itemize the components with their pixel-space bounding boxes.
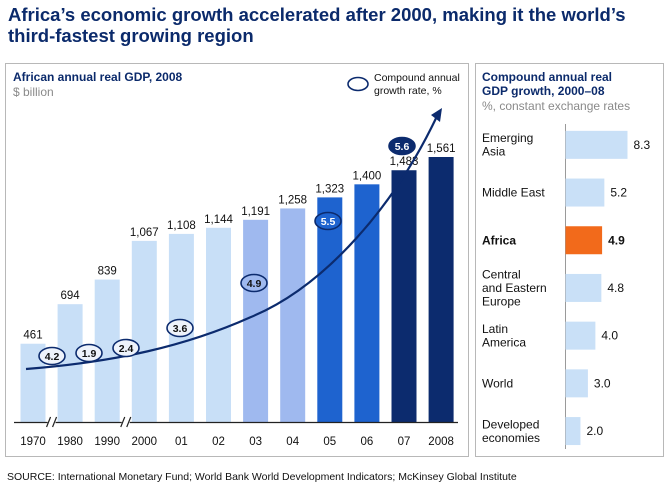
bar-value-label: 1,108 xyxy=(167,220,196,232)
bar-05 xyxy=(317,197,343,422)
growth-rate-label: 5.6 xyxy=(395,141,410,153)
growth-rate-label: 1.9 xyxy=(82,348,97,360)
gdp-chart: 461 1970 694 1980 839 1990 1,067 2000 1,108 01 1,1… xyxy=(14,72,460,448)
growth-rate-oval xyxy=(75,343,103,363)
category-label: Middle East xyxy=(482,186,545,200)
legend-label-line-2: growth rate, % xyxy=(374,85,442,97)
growth-chart-title-line-1: Compound annual real xyxy=(482,70,613,84)
gdp-chart-panel: African annual real GDP, 2008 $ billion … xyxy=(5,63,469,457)
growth-rate-label: 4.2 xyxy=(45,351,60,363)
x-tick-label: 03 xyxy=(249,436,262,448)
bar-value-label: 694 xyxy=(61,290,81,302)
growth-chart-title-line-2: GDP growth, 2000–08 xyxy=(482,84,605,98)
category-label: Africa xyxy=(482,233,516,247)
growth-chart-panel: Compound annual real GDP growth, 2000–08… xyxy=(475,63,664,457)
x-tick-label: 05 xyxy=(323,436,336,448)
category-label: Latin xyxy=(482,322,508,336)
bar-02 xyxy=(206,227,231,422)
axis-break-gap xyxy=(121,418,130,426)
growth-rate-oval xyxy=(38,346,66,366)
growth-rate-oval xyxy=(166,318,194,338)
bar-middle-east xyxy=(565,178,605,207)
x-tick-label: 2008 xyxy=(428,436,454,448)
x-tick-label: 07 xyxy=(398,436,411,448)
x-tick-label: 01 xyxy=(175,436,188,448)
axis-break-mark xyxy=(120,416,126,428)
growth-chart-title: Compound annual real GDP growth, 2000–08 xyxy=(482,70,612,98)
bar-value-label: 4.9 xyxy=(608,233,625,247)
category-label: Asia xyxy=(482,145,506,159)
bar-value-label: 1,400 xyxy=(353,170,382,182)
bar-latin-america xyxy=(565,321,596,350)
bar-value-label: 5.2 xyxy=(610,186,627,200)
headline-line-1: Africa’s economic growth accelerated aft… xyxy=(8,4,626,25)
category-label: and Eastern xyxy=(482,281,547,295)
axis-break-mark xyxy=(45,416,52,428)
bar-central-and-eastern-europe xyxy=(565,273,602,302)
growth-chart-subtitle: %, constant exchange rates xyxy=(482,99,631,113)
x-tick-label: 06 xyxy=(361,436,374,448)
category-label: Europe xyxy=(482,294,521,308)
bar-value-label: 1,144 xyxy=(204,214,233,226)
headline: Africa’s economic growth accelerated aft… xyxy=(8,4,658,46)
category-label: economies xyxy=(482,431,540,445)
bar-value-label: 3.0 xyxy=(594,376,611,390)
x-tick-label: 1970 xyxy=(20,436,46,448)
bar-value-label: 8.3 xyxy=(634,138,651,152)
bar-value-label: 1,323 xyxy=(315,183,344,195)
bar-developed-economies xyxy=(565,417,581,446)
bar-africa xyxy=(565,226,603,255)
axis-break-mark xyxy=(51,416,58,428)
growth-rate-oval xyxy=(112,338,140,358)
bar-value-label: 839 xyxy=(98,266,117,278)
bar-value-label: 2.0 xyxy=(586,424,603,438)
bar-value-label: 1,561 xyxy=(427,143,456,155)
category-label: America xyxy=(482,335,526,349)
category-label: Developed xyxy=(482,417,539,431)
bar-2000 xyxy=(131,240,157,422)
growth-rate-label: 4.9 xyxy=(247,278,262,290)
growth-rate-oval xyxy=(388,136,416,156)
category-label: Emerging xyxy=(482,131,533,145)
bar-value-label: 4.0 xyxy=(601,329,618,343)
bar-07 xyxy=(391,170,417,422)
bar-03 xyxy=(243,219,269,422)
growth-trend-arrowhead xyxy=(431,108,442,122)
source-note: SOURCE: International Monetary Fund; Wor… xyxy=(7,471,517,483)
bar-emerging-asia xyxy=(565,130,628,159)
bar-value-label: 461 xyxy=(23,330,42,342)
bar-value-label: 4.8 xyxy=(607,281,624,295)
x-tick-label: 04 xyxy=(286,436,299,448)
x-tick-label: 1990 xyxy=(94,436,120,448)
growth-rate-label: 2.4 xyxy=(119,343,134,355)
gdp-chart-subtitle: $ billion xyxy=(13,85,54,99)
growth-rate-label: 3.6 xyxy=(173,323,188,335)
bar-value-label: 1,258 xyxy=(278,194,307,206)
bar-world xyxy=(565,369,588,398)
x-tick-label: 1980 xyxy=(57,436,83,448)
legend-label-line-1: Compound annual xyxy=(374,72,460,84)
legend-oval-icon xyxy=(347,76,369,92)
gdp-chart-title: African annual real GDP, 2008 xyxy=(13,70,183,84)
headline-line-2: third-fastest growing region xyxy=(8,25,254,46)
growth-rate-label: 5.5 xyxy=(321,216,336,228)
bar-04 xyxy=(280,208,306,422)
growth-rate-oval xyxy=(314,211,342,231)
bar-06 xyxy=(354,184,380,422)
x-tick-label: 2000 xyxy=(132,436,158,448)
growth-trend-arrow xyxy=(25,113,439,371)
axis-break-gap xyxy=(47,418,56,426)
growth-rate-oval xyxy=(240,273,268,293)
category-label: Central xyxy=(482,267,521,281)
x-tick-label: 02 xyxy=(212,436,225,448)
category-label: World xyxy=(482,376,513,390)
bar-2008 xyxy=(428,157,454,422)
axis-break-mark xyxy=(126,416,132,428)
bar-value-label: 1,191 xyxy=(241,206,270,218)
bar-value-label: 1,067 xyxy=(130,227,159,239)
